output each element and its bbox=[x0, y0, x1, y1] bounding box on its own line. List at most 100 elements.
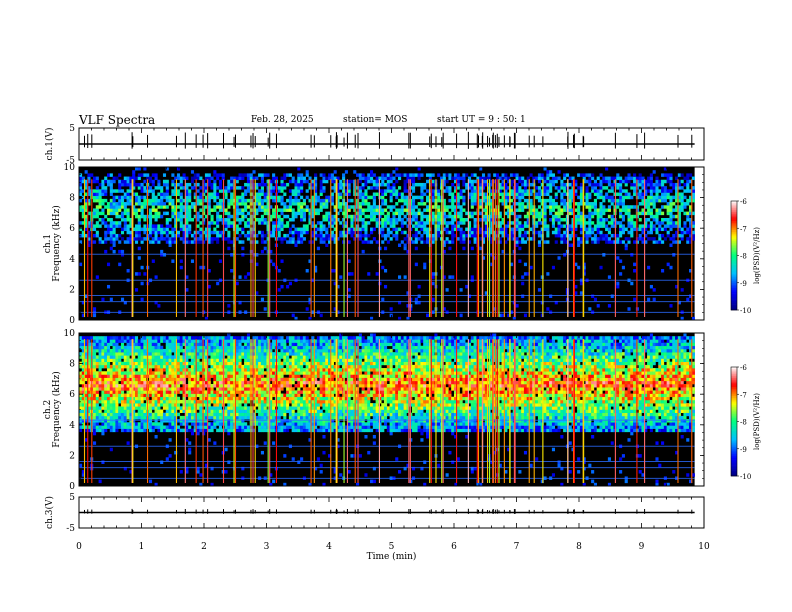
spectrogram-cell bbox=[414, 262, 418, 267]
spectrogram-cell bbox=[384, 246, 388, 251]
spectrogram-cell bbox=[675, 230, 679, 235]
spectrogram-cell bbox=[202, 192, 206, 196]
spectrogram-cell bbox=[305, 195, 309, 200]
spectrogram-cell bbox=[115, 393, 119, 398]
spectrogram-cell bbox=[437, 233, 441, 238]
spectrogram-cell bbox=[118, 221, 122, 225]
spectrogram-cell bbox=[347, 208, 351, 212]
spectrogram-cell bbox=[79, 390, 83, 394]
spectrogram-cell bbox=[274, 176, 278, 181]
spectrogram-cell bbox=[154, 361, 158, 366]
spectrogram-cell bbox=[143, 390, 147, 394]
spectrogram-cell bbox=[442, 179, 446, 184]
spectrogram-cell bbox=[526, 230, 530, 235]
spectrogram-cell bbox=[501, 186, 505, 190]
spectrogram-cell bbox=[384, 208, 388, 212]
spectrogram-cell bbox=[649, 211, 653, 216]
spectrogram-cell bbox=[84, 384, 88, 388]
spectrogram-cell bbox=[666, 218, 670, 222]
spectrogram-cell bbox=[151, 384, 155, 388]
spectrogram-cell bbox=[162, 348, 167, 353]
spectrogram-cell bbox=[381, 208, 385, 212]
spectrogram-cell bbox=[210, 208, 214, 212]
spectrogram-cell bbox=[591, 230, 595, 235]
spectrogram-cell bbox=[79, 364, 83, 369]
spectrogram-cell bbox=[610, 202, 614, 206]
spectrogram-cell bbox=[151, 425, 155, 429]
spectrogram-cell bbox=[605, 224, 609, 228]
spectrogram-cell bbox=[638, 202, 642, 206]
spectrogram-cell bbox=[154, 374, 158, 378]
spectrogram-cell bbox=[269, 186, 273, 190]
spectrogram-cell bbox=[381, 297, 385, 302]
spectrogram-cell bbox=[162, 253, 167, 257]
spectrogram-cell bbox=[95, 425, 99, 429]
spectrogram-cell bbox=[462, 173, 466, 177]
spectrogram-cell bbox=[81, 425, 85, 429]
spectrogram-cell bbox=[134, 415, 139, 420]
spectrogram-cell bbox=[364, 214, 368, 219]
spectrogram-cell bbox=[417, 211, 421, 216]
spectrogram-cell bbox=[286, 173, 290, 177]
spectrogram-cell bbox=[582, 265, 586, 270]
spectrogram-cell bbox=[179, 336, 183, 340]
spectrogram-cell bbox=[350, 224, 354, 228]
spectrogram-cell bbox=[498, 211, 502, 216]
spectrogram-cell bbox=[134, 380, 139, 385]
spectrogram-cell bbox=[523, 214, 528, 219]
spectrogram-cell bbox=[87, 355, 91, 359]
colorbar-cell bbox=[731, 237, 737, 240]
spectrogram-cell bbox=[137, 167, 141, 171]
spectrogram-cell bbox=[95, 428, 99, 433]
spectrogram-cell bbox=[375, 224, 379, 228]
spectrogram-cell bbox=[157, 364, 161, 369]
spectrogram-cell bbox=[118, 233, 122, 238]
spectrogram-cell bbox=[185, 230, 189, 235]
spectrogram-cell bbox=[120, 393, 125, 398]
colorbar-cell bbox=[731, 259, 737, 262]
spectrogram-cell bbox=[185, 195, 189, 200]
spectrogram-cell bbox=[501, 221, 505, 225]
spectrogram-cell bbox=[79, 428, 83, 433]
spectrogram-cell bbox=[647, 202, 651, 206]
spectrogram-cell bbox=[109, 240, 113, 244]
spectrogram-cell bbox=[641, 208, 645, 212]
spectrogram-cell bbox=[616, 173, 620, 177]
spectrogram-cell bbox=[204, 176, 209, 181]
spectrogram-cell bbox=[132, 211, 136, 216]
spectrogram-cell bbox=[140, 428, 144, 433]
spectrogram-cell bbox=[619, 186, 623, 190]
colorbar-cell bbox=[731, 224, 737, 227]
spectrogram-cell bbox=[106, 364, 111, 369]
spectrogram-cell bbox=[174, 352, 178, 356]
spectrogram-cell bbox=[118, 387, 122, 391]
spectrogram-cell bbox=[330, 176, 334, 181]
spectrogram-cell bbox=[417, 230, 421, 235]
spectrogram-cell bbox=[143, 205, 147, 209]
spectrogram-cell bbox=[84, 396, 88, 401]
spectrogram-cell bbox=[453, 195, 458, 200]
spectrogram-cell bbox=[389, 307, 393, 311]
spectrogram-cell bbox=[101, 208, 105, 212]
spectrogram-cell bbox=[638, 237, 642, 241]
spectrogram-cell bbox=[272, 186, 276, 190]
spectrogram-cell bbox=[101, 361, 105, 366]
spectrogram-cell bbox=[577, 221, 581, 225]
spectrogram-cell bbox=[260, 208, 264, 212]
spectrogram-cell bbox=[423, 208, 427, 212]
spectrogram-cell bbox=[529, 205, 533, 209]
spectrogram-cell bbox=[143, 422, 147, 426]
spectrogram-cell bbox=[442, 221, 446, 225]
spectrogram-cell bbox=[644, 186, 648, 190]
spectrogram-cell bbox=[484, 179, 488, 184]
spectrogram-cell bbox=[462, 208, 466, 212]
spectrogram-cell bbox=[157, 415, 161, 420]
spectrogram-cell bbox=[176, 176, 181, 181]
spectrogram-cell bbox=[652, 224, 656, 228]
spectrogram-cell bbox=[504, 227, 508, 232]
spectrogram-cell bbox=[129, 384, 133, 388]
spectrogram-cell bbox=[493, 233, 497, 238]
spectrogram-cell bbox=[95, 399, 99, 404]
spectrogram-cell bbox=[272, 227, 276, 232]
spectrogram-cell bbox=[663, 198, 667, 203]
